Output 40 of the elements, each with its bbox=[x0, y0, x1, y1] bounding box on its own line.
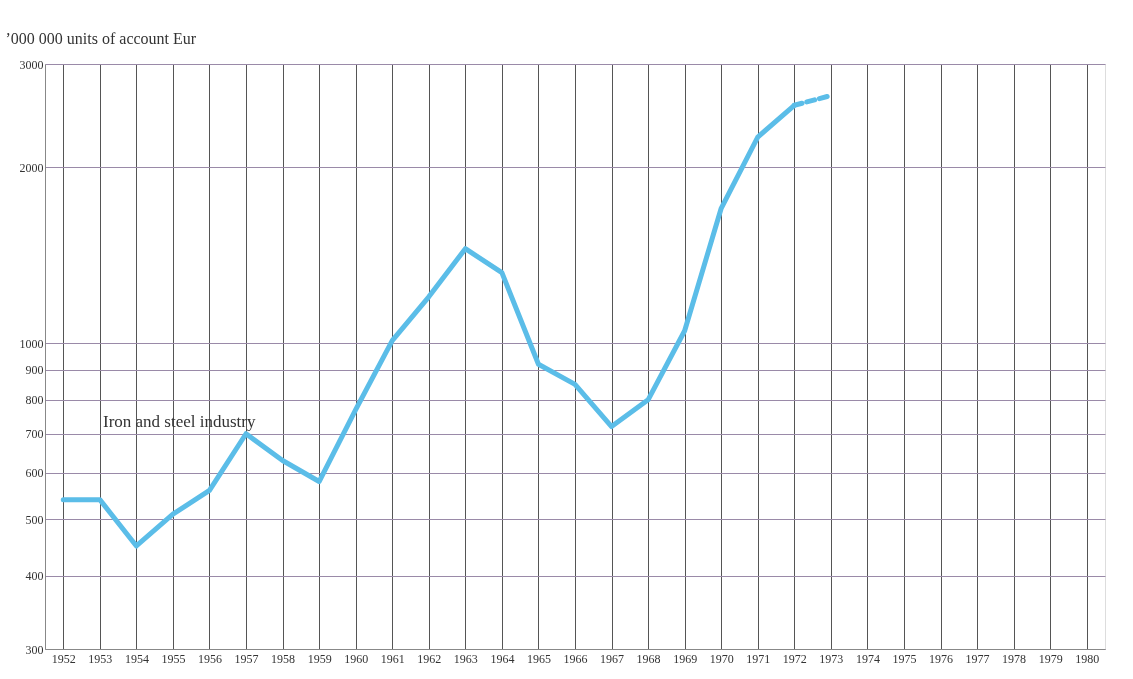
y-tick-label: 700 bbox=[25, 427, 44, 442]
x-tick-label: 1953 bbox=[88, 651, 113, 666]
x-tick-label: 1977 bbox=[965, 651, 990, 666]
x-tick-label: 1964 bbox=[490, 651, 515, 666]
x-tick-label: 1979 bbox=[1038, 651, 1063, 666]
x-tick-label: 1955 bbox=[161, 651, 186, 666]
x-tick-label: 1975 bbox=[892, 651, 917, 666]
x-tick-label: 1980 bbox=[1075, 651, 1100, 666]
x-tick-label: 1967 bbox=[600, 651, 625, 666]
x-tick-label: 1963 bbox=[453, 651, 478, 666]
y-tick-label: 300 bbox=[25, 642, 44, 657]
y-tick-label: 2000 bbox=[19, 160, 44, 175]
x-tick-label: 1966 bbox=[563, 651, 588, 666]
y-tick-label: 900 bbox=[25, 363, 44, 378]
x-tick-label: 1959 bbox=[307, 651, 332, 666]
y-tick-label: 400 bbox=[25, 569, 44, 584]
y-tick-label: 1000 bbox=[19, 336, 44, 351]
x-tick-label: 1971 bbox=[746, 651, 771, 666]
x-tick-label: 1978 bbox=[1002, 651, 1027, 666]
x-tick-label: 1970 bbox=[709, 651, 734, 666]
y-tick-label: 600 bbox=[25, 466, 44, 481]
x-tick-label: 1976 bbox=[929, 651, 954, 666]
x-tick-label: 1960 bbox=[344, 651, 369, 666]
x-tick-label: 1968 bbox=[636, 651, 661, 666]
x-tick-label: 1969 bbox=[673, 651, 698, 666]
x-tick-label: 1961 bbox=[380, 651, 405, 666]
x-tick-label: 1957 bbox=[234, 651, 259, 666]
x-tick-label: 1965 bbox=[526, 651, 551, 666]
x-tick-label: 1962 bbox=[417, 651, 442, 666]
y-tick-label: 800 bbox=[25, 393, 44, 408]
x-tick-label: 1972 bbox=[782, 651, 807, 666]
x-tick-label: 1954 bbox=[124, 651, 149, 666]
y-tick-label: 3000 bbox=[19, 57, 44, 72]
x-tick-label: 1956 bbox=[197, 651, 222, 666]
x-tick-label: 1974 bbox=[855, 651, 880, 666]
x-tick-label: 1952 bbox=[51, 651, 76, 666]
y-tick-label: 500 bbox=[25, 512, 44, 527]
x-tick-label: 1973 bbox=[819, 651, 844, 666]
x-tick-label: 1958 bbox=[271, 651, 296, 666]
y-axis-title: ’000 000 units of account Eur bbox=[5, 29, 197, 47]
